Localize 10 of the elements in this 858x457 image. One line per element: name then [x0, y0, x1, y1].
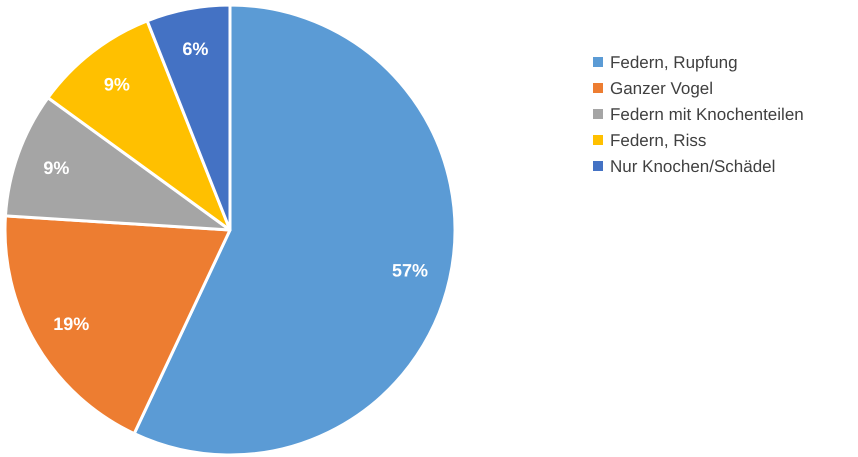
legend-label: Nur Knochen/Schädel — [610, 156, 776, 176]
legend-label: Ganzer Vogel — [610, 78, 714, 98]
data-label: 9% — [43, 158, 70, 178]
data-label: 57% — [392, 260, 428, 281]
data-label: 9% — [104, 74, 130, 95]
data-label: 19% — [53, 314, 90, 334]
legend-label: Federn mit Knochenteilen — [610, 104, 804, 124]
data-label: 6% — [182, 39, 208, 60]
legend-label: Federn, Riss — [610, 130, 706, 150]
legend-label: Federn, Rupfung — [610, 52, 738, 72]
